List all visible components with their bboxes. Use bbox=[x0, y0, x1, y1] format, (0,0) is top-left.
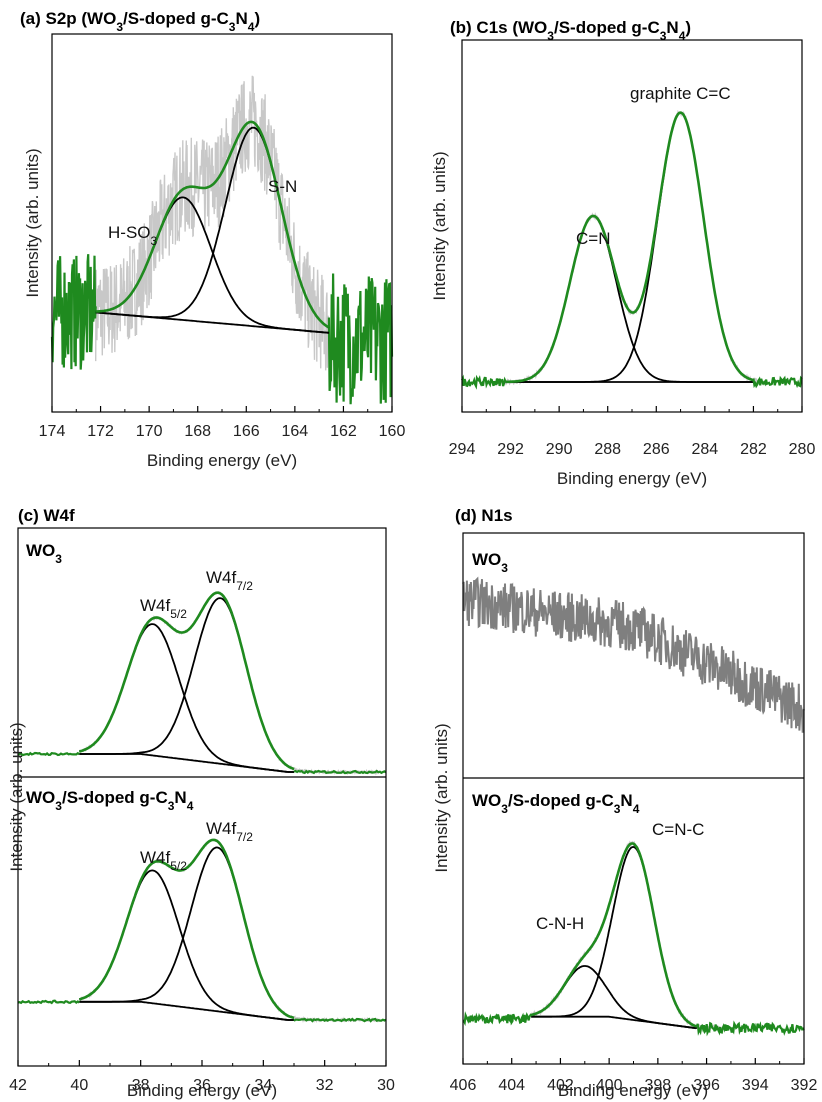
panel-b: (b) C1s (WO3/S-doped g-C3N4) 294 292 290 28… bbox=[430, 18, 815, 488]
panel-d-bottom-label: WO3/S-doped g-C3N4 bbox=[472, 791, 640, 816]
raw-spectrum-wo3 bbox=[462, 576, 805, 733]
fit-envelope bbox=[531, 842, 698, 1028]
component-peak-1 bbox=[79, 623, 294, 773]
x-tick-label: 164 bbox=[282, 423, 309, 440]
plot-c-bottom-data bbox=[17, 838, 387, 1024]
x-tick-label: 406 bbox=[450, 1077, 477, 1094]
panel-d-top-label: WO3 bbox=[472, 550, 508, 575]
panel-c-xlabel: Binding energy (eV) bbox=[127, 1081, 277, 1100]
x-tick-label: 168 bbox=[184, 423, 211, 440]
panel-a: (a) S2p (WO3/S-doped g-C3N4) 174 172 170 16… bbox=[20, 9, 405, 470]
x-tick-label: 402 bbox=[547, 1077, 574, 1094]
fit-envelope bbox=[505, 111, 754, 384]
panel-b-xlabel: Binding energy (eV) bbox=[557, 469, 707, 488]
x-tick-label: 174 bbox=[39, 423, 66, 440]
raw-spectrum bbox=[530, 840, 727, 1033]
x-tick-label: 286 bbox=[643, 441, 670, 458]
panel-b-x-ticks: 294 292 290 288 286 284 282 280 bbox=[449, 406, 816, 458]
panel-b-title: (b) C1s (WO3/S-doped g-C3N4) bbox=[450, 18, 691, 43]
x-tick-label: 392 bbox=[791, 1077, 818, 1094]
panel-c: (c) W4f 42 40 38 36 34 32 30 Binding energy (e… bbox=[7, 506, 395, 1100]
panel-b-ylabel: Intensity (arb. units) bbox=[430, 151, 449, 300]
panel-c-ylabel: Intensity (arb. units) bbox=[7, 722, 26, 871]
x-tick-label: 32 bbox=[316, 1077, 334, 1094]
plot-c-top-data bbox=[17, 590, 387, 776]
x-tick-label: 292 bbox=[497, 441, 524, 458]
annotation-w4f52-top: W4f5/2 bbox=[140, 596, 187, 621]
x-tick-label: 404 bbox=[498, 1077, 525, 1094]
plot-d-top-data bbox=[462, 576, 805, 733]
panel-a-x-ticks: 174 172 170 168 166 164 162 160 bbox=[39, 406, 406, 440]
plot-b-data bbox=[461, 109, 803, 390]
measured-tail bbox=[17, 751, 80, 757]
panel-d-ylabel: Intensity (arb. units) bbox=[432, 723, 451, 872]
x-tick-label: 394 bbox=[742, 1077, 769, 1094]
fit-envelope bbox=[78, 591, 295, 771]
x-tick-label: 162 bbox=[330, 423, 357, 440]
x-tick-label: 160 bbox=[379, 423, 406, 440]
fit-envelope bbox=[95, 120, 330, 329]
component-peak-1 bbox=[79, 869, 294, 1021]
measured-tail bbox=[293, 769, 387, 775]
panel-d-title: (d) N1s bbox=[455, 506, 513, 525]
x-tick-label: 294 bbox=[449, 441, 476, 458]
raw-spectrum bbox=[95, 75, 330, 371]
panel-c-top-label: WO3 bbox=[26, 541, 62, 566]
x-tick-label: 42 bbox=[9, 1077, 27, 1094]
measured-tail bbox=[752, 375, 803, 389]
annotation-h-so3: H-SO3 bbox=[108, 223, 158, 248]
measured-tail bbox=[293, 1017, 387, 1023]
x-tick-label: 40 bbox=[70, 1077, 88, 1094]
annotation-w4f72-top: W4f7/2 bbox=[206, 568, 253, 593]
x-tick-label: 30 bbox=[377, 1077, 395, 1094]
annotation-c-n-c: C=N-C bbox=[652, 820, 704, 839]
panel-a-ylabel: Intensity (arb. units) bbox=[23, 148, 42, 297]
plot-a-data bbox=[50, 75, 394, 405]
x-tick-label: 34 bbox=[254, 1077, 272, 1094]
x-tick-label: 36 bbox=[193, 1077, 211, 1094]
x-tick-label: 400 bbox=[596, 1077, 623, 1094]
panel-a-xlabel: Binding energy (eV) bbox=[147, 451, 297, 470]
measured-tail bbox=[695, 1020, 805, 1037]
panel-d-x-ticks: 406 404 402 400 398 396 394 392 bbox=[450, 1058, 818, 1094]
x-tick-label: 282 bbox=[740, 441, 767, 458]
annotation-s-n: S-N bbox=[268, 177, 297, 196]
plot-d-bottom-data bbox=[462, 840, 805, 1037]
measured-tail bbox=[327, 273, 394, 405]
measured-tail bbox=[462, 1011, 533, 1027]
panel-c-x-ticks: 42 40 38 36 34 32 30 bbox=[9, 1060, 395, 1094]
fit-envelope bbox=[79, 838, 295, 1020]
x-tick-label: 398 bbox=[645, 1077, 672, 1094]
x-tick-label: 396 bbox=[693, 1077, 720, 1094]
background-line bbox=[531, 1015, 697, 1029]
annotation-graphite: graphite C=C bbox=[630, 84, 731, 103]
raw-spectrum bbox=[495, 109, 759, 387]
component-peak-2 bbox=[505, 111, 754, 383]
panel-d-xlabel: Binding energy (eV) bbox=[558, 1081, 708, 1100]
x-tick-label: 170 bbox=[136, 423, 163, 440]
annotation-c-n-h: C-N-H bbox=[536, 914, 584, 933]
x-tick-label: 172 bbox=[87, 423, 114, 440]
x-tick-label: 284 bbox=[692, 441, 719, 458]
panel-c-bottom-label: WO3/S-doped g-C3N4 bbox=[26, 788, 194, 813]
annotation-c-n: C=N bbox=[576, 229, 610, 248]
x-tick-label: 290 bbox=[546, 441, 573, 458]
component-peak-2 bbox=[79, 597, 295, 770]
x-tick-label: 166 bbox=[233, 423, 260, 440]
panel-d: (d) N1s 406 404 402 400 398 396 394 392 Binding… bbox=[432, 506, 817, 1100]
measured-tail bbox=[17, 999, 80, 1005]
x-tick-label: 280 bbox=[789, 441, 816, 458]
x-tick-label: 38 bbox=[132, 1077, 150, 1094]
panel-c-title: (c) W4f bbox=[18, 506, 75, 525]
x-tick-label: 288 bbox=[594, 441, 621, 458]
measured-tail bbox=[461, 374, 507, 390]
measured-tail bbox=[50, 254, 97, 370]
panel-a-title: (a) S2p (WO3/S-doped g-C3N4) bbox=[20, 9, 260, 34]
